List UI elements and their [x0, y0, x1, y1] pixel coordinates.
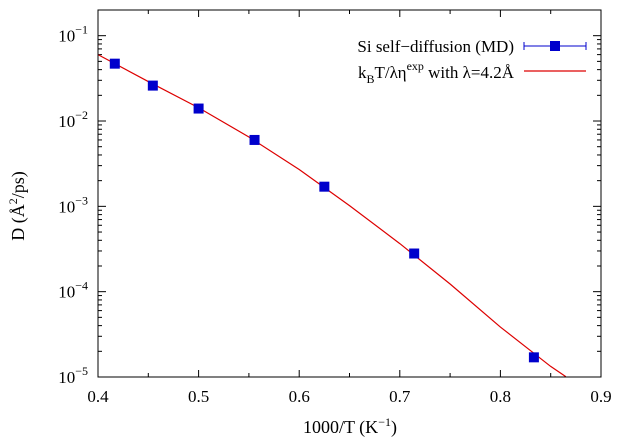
y-tick-exponent: −5	[75, 364, 88, 378]
legend-marker-square	[550, 41, 560, 51]
series-layer	[97, 54, 567, 378]
y-tick-label: 10−1	[58, 23, 88, 46]
y-tick-label: 10−3	[58, 193, 88, 216]
y-tick-base: 10	[58, 27, 75, 46]
y-tick-exponent: −1	[75, 23, 88, 37]
y-tick-label: 10−2	[58, 108, 88, 131]
x-tick-label: 0.4	[87, 387, 109, 406]
y-tick-base: 10	[58, 283, 75, 302]
data-point	[109, 58, 120, 69]
y-tick-exponent: −2	[75, 108, 88, 122]
y-axis-label: D (Å2/ps)	[6, 171, 29, 241]
data-point	[319, 181, 330, 192]
y-tick-exponent: −3	[75, 193, 88, 207]
y-tick-base: 10	[58, 197, 75, 216]
legend: Si self−diffusion (MD) kBT/ληexp with λ=…	[357, 37, 587, 86]
tick-layer: 0.4 0.5 0.6 0.7 0.8 0.910−510−410−310−210−1	[58, 9, 612, 406]
data-point	[193, 103, 204, 114]
y-tick-label: 10−5	[58, 364, 88, 387]
data-point	[409, 248, 420, 259]
data-point	[249, 134, 260, 145]
x-tick-label: 0.8	[490, 387, 511, 406]
y-tick-base: 10	[58, 112, 75, 131]
plot-frame	[97, 9, 602, 378]
x-axis-label: 1000/T (K−1)	[303, 415, 397, 438]
x-tick-label: 0.7	[389, 387, 411, 406]
y-tick-label: 10−4	[58, 279, 88, 302]
legend-label-fit: kBT/ληexp with λ=4.2Å	[358, 59, 515, 86]
legend-label-md: Si self−diffusion (MD)	[357, 37, 514, 56]
x-tick-label: 0.6	[289, 387, 310, 406]
y-tick-base: 10	[58, 368, 75, 387]
y-tick-exponent: −4	[75, 279, 88, 293]
data-point	[528, 352, 539, 363]
model-curve	[97, 54, 567, 378]
x-tick-label: 0.5	[188, 387, 209, 406]
x-tick-label: 0.9	[590, 387, 611, 406]
data-point	[147, 80, 158, 91]
